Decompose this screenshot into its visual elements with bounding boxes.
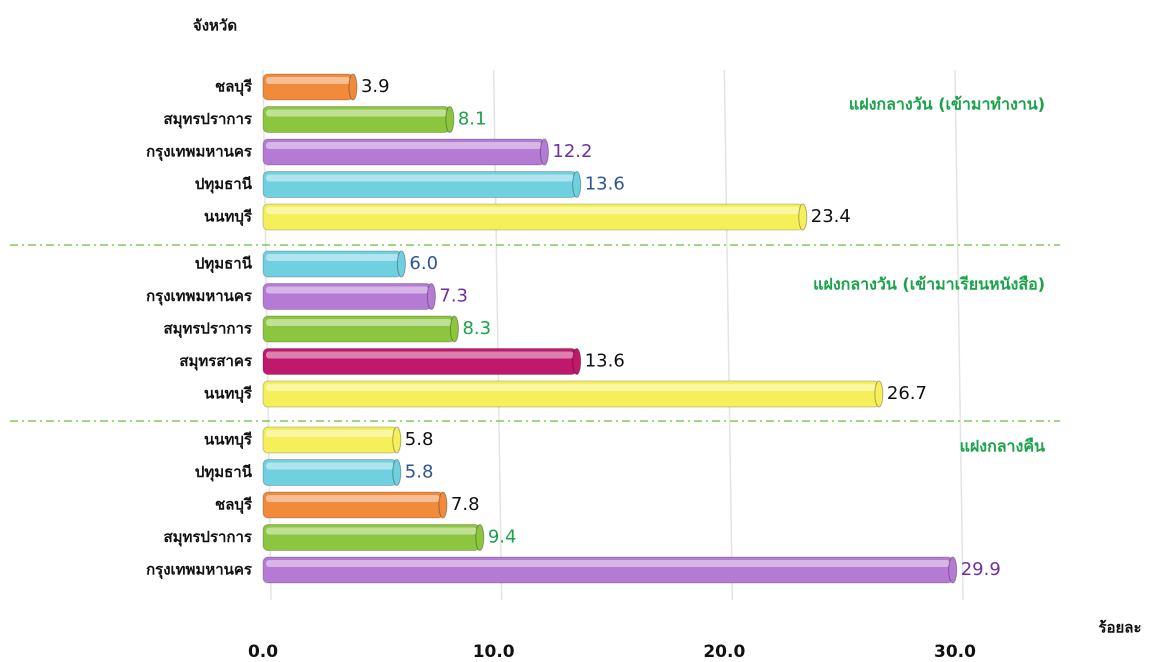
category-label: ปทุมธานี [195, 255, 253, 274]
bar-end [392, 459, 402, 486]
category-label: นนทบุรี [204, 208, 253, 227]
grid-line [723, 69, 734, 601]
value-label: 8.1 [458, 109, 487, 130]
group-label: แฝงกลางคืน [960, 437, 1045, 456]
bar-shine [266, 286, 429, 294]
category-label: สมุทรปราการ [163, 320, 252, 339]
bar-end [445, 106, 455, 133]
value-label: 5.8 [405, 462, 434, 483]
bar-shine [266, 462, 394, 470]
category-label: ชลบุรี [215, 496, 253, 515]
bar-shine [266, 384, 876, 391]
bar-end [798, 203, 808, 231]
group-label: แฝงกลางวัน (เข้ามาเรียนหนังสือ) [813, 275, 1045, 294]
bar-end [572, 171, 582, 198]
bar-end [948, 556, 958, 584]
x-tick-label: 20.0 [703, 642, 745, 662]
value-label: 7.8 [451, 494, 480, 515]
category-label: กรุงเทพมหานคร [146, 561, 253, 580]
category-label: ชลบุรี [215, 78, 253, 97]
value-label: 23.4 [811, 206, 851, 227]
bar-shine [266, 174, 574, 182]
value-label: 9.4 [488, 527, 517, 548]
category-label: ปทุมธานี [195, 463, 253, 482]
bar-shine [266, 109, 447, 117]
bar-end [438, 491, 448, 519]
bar-shine [266, 430, 394, 437]
value-label: 26.7 [887, 383, 927, 404]
category-label: สมุทรปราการ [163, 528, 252, 547]
value-label: 12.2 [552, 141, 592, 162]
x-tick-label: 10.0 [473, 642, 515, 662]
value-label: 13.6 [585, 174, 625, 195]
bar-shine [266, 560, 950, 567]
bar-end [539, 138, 549, 166]
value-label: 3.9 [361, 76, 390, 97]
category-label: กรุงเทพมหานคร [146, 287, 253, 306]
bar-shine [266, 254, 399, 261]
category-label: นนทบุรี [204, 385, 253, 404]
category-label: สมุทรสาคร [179, 352, 253, 371]
bar-shine [266, 527, 477, 535]
category-label: สมุทรปราการ [163, 110, 252, 129]
bar-end [396, 250, 406, 278]
bar-end [475, 524, 485, 551]
value-label: 13.6 [585, 351, 625, 372]
value-label: 5.8 [405, 429, 434, 450]
y-axis-label: จังหวัด [193, 17, 237, 35]
category-label: นนทบุรี [204, 431, 253, 450]
bar-shine [266, 207, 800, 214]
bar-end [572, 348, 582, 375]
bar-end [449, 315, 459, 343]
bar-end [348, 73, 358, 101]
value-label: 6.0 [409, 253, 438, 274]
category-label: กรุงเทพมหานคร [146, 143, 253, 162]
bar-shine [266, 351, 574, 359]
bar-shine [266, 495, 440, 502]
bar-end [874, 380, 884, 408]
bar-end [426, 283, 436, 310]
bar-shine [266, 142, 542, 149]
x-tick-label: 0.0 [248, 642, 278, 662]
category-label: ปทุมธานี [195, 175, 253, 194]
value-label: 7.3 [439, 286, 468, 307]
x-tick-label: 30.0 [934, 642, 976, 662]
value-label: 29.9 [961, 559, 1001, 580]
bar-shine [266, 77, 350, 84]
grid-line [954, 69, 964, 601]
value-label: 8.3 [462, 318, 491, 339]
bar-shine [266, 319, 452, 326]
x-axis-label: ร้อยละ [1098, 619, 1141, 637]
group-label: แฝงกลางวัน (เข้ามาทำงาน) [849, 95, 1045, 114]
bar-end [392, 426, 402, 454]
